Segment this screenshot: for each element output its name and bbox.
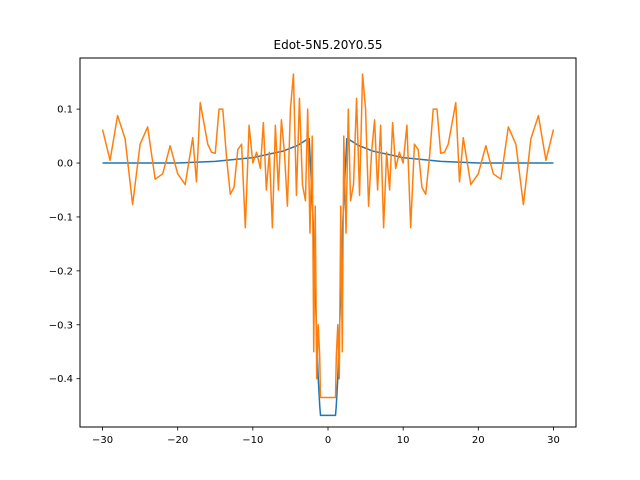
y-tick-label: 0.0	[57, 159, 73, 170]
series-layer	[101, 73, 555, 417]
y-axis: −0.4 −0.3 −0.2 −0.1 0.0 0.1	[49, 105, 80, 385]
y-tick-label: −0.2	[49, 266, 73, 277]
x-tick-label: −20	[167, 435, 188, 446]
series-line-1	[102, 138, 554, 417]
x-tick-label: 30	[547, 435, 560, 446]
chart-title: Edot-5N5.20Y0.55	[274, 38, 383, 52]
x-tick-label: −30	[92, 435, 113, 446]
y-tick-label: 0.1	[57, 105, 73, 116]
x-tick-label: −10	[242, 435, 263, 446]
series-line-2	[101, 73, 555, 399]
y-tick-label: −0.1	[49, 212, 73, 223]
y-tick-label: −0.4	[49, 374, 73, 385]
x-tick-label: 10	[397, 435, 410, 446]
y-tick-label: −0.3	[49, 320, 73, 331]
x-axis: −30 −20 −10 0 10 20 30	[92, 427, 560, 446]
x-tick-label: 0	[325, 435, 331, 446]
x-tick-label: 20	[472, 435, 485, 446]
